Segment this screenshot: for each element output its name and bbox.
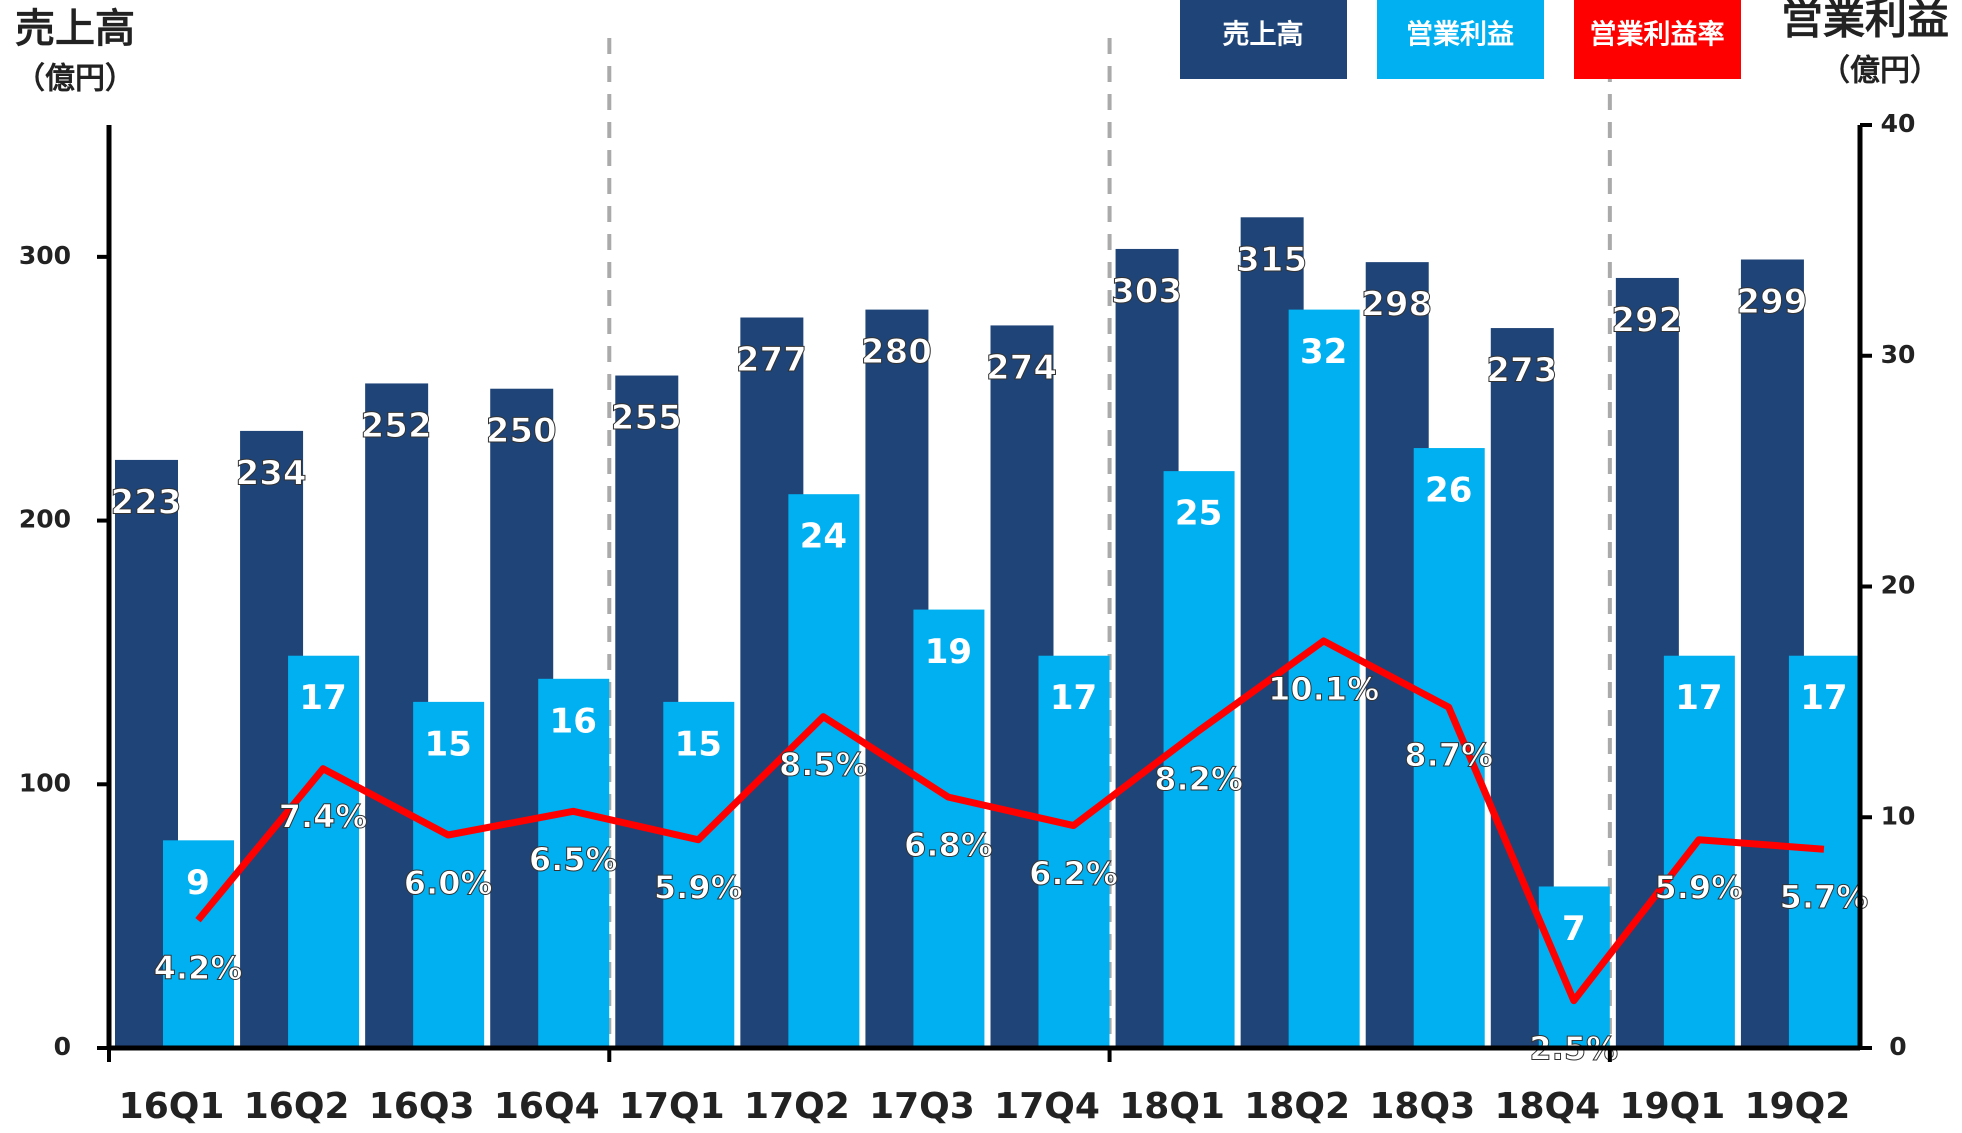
rate-label: 8.7% [1404,736,1493,774]
profit-label: 15 [675,724,722,764]
profit-label: 15 [424,724,471,764]
y-tick-label: 300 [19,241,71,270]
rate-label: 6.2% [1029,855,1118,893]
x-tick-label: 16Q2 [244,1086,350,1127]
legend-box [1180,0,1347,79]
y2-tick-label: 20 [1881,571,1916,600]
profit-label: 17 [1050,678,1097,718]
revenue-label: 303 [1111,271,1182,311]
rate-line [195,637,1825,1005]
revenue-label: 273 [1486,351,1557,391]
revenue-label: 255 [611,398,682,438]
legend-label: 営業利益率 [1590,19,1725,51]
profit-label: 19 [925,632,972,672]
y2-tick-label: 0 [1889,1032,1906,1061]
profit-bar [913,609,985,1048]
x-tick-label: 19Q1 [1620,1086,1726,1127]
profit-bar [1163,471,1235,1048]
revenue-label: 274 [986,348,1057,388]
profit-label: 16 [550,701,597,741]
revenue-label: 280 [861,332,932,372]
profit-label: 17 [1800,678,1847,718]
revenue-label: 234 [236,453,307,493]
rate-label: 6.0% [404,864,493,902]
profit-label: 17 [1675,678,1722,718]
x-tick-label: 18Q4 [1494,1086,1600,1127]
x-tick-label: 17Q4 [994,1086,1100,1127]
y2-title: 営業利益 [1781,0,1949,44]
profit-label: 26 [1425,471,1472,511]
profit-bar [288,655,360,1048]
legend-label: 売上高 [1223,19,1304,51]
rate-label: 8.2% [1154,760,1243,798]
y-title: 売上高 [15,6,135,52]
y-tick-label: 200 [19,505,71,534]
profit-label: 17 [299,678,346,718]
legend-box [1574,0,1741,79]
rate-label: 6.5% [529,840,618,878]
profit-label: 32 [1300,332,1347,372]
y2-tick-label: 30 [1881,340,1916,369]
profit-bar [163,840,234,1048]
profit-bar [1038,655,1110,1048]
rate-label: 5.9% [654,869,743,907]
y2-tick-label: 10 [1881,801,1916,830]
x-tick-label: 17Q3 [869,1086,975,1127]
rate-label: 7.4% [279,798,368,836]
profit-bar [788,494,860,1048]
rate-label: 5.9% [1654,869,1743,907]
revenue-label: 298 [1361,285,1432,325]
rate-label: 8.5% [779,746,868,784]
rate-label: 5.7% [1780,878,1869,916]
profit-bar [1663,655,1735,1048]
rate-label: 4.2% [154,949,243,987]
y-unit: （億円） [15,62,135,97]
x-tick-label: 18Q2 [1244,1086,1350,1127]
profit-bar [413,701,485,1048]
profit-label: 24 [800,517,847,557]
revenue-label: 292 [1611,300,1682,340]
y-tick-label: 0 [54,1032,71,1061]
revenue-label: 277 [736,340,807,380]
rate-label: 6.8% [904,826,993,864]
profit-bar [1413,448,1485,1048]
revenue-label: 299 [1736,282,1807,322]
profit-label: 7 [1562,909,1586,949]
revenue-label: 250 [486,411,557,451]
x-tick-label: 17Q1 [619,1086,725,1127]
x-tick-label: 19Q2 [1745,1086,1851,1127]
profit-bar [538,678,610,1048]
x-tick-label: 16Q3 [369,1086,475,1127]
x-tick-label: 16Q4 [494,1086,600,1127]
legend-label: 営業利益 [1406,19,1514,51]
profit-bar [1288,309,1360,1049]
x-tick-label: 18Q3 [1369,1086,1475,1127]
x-tick-label: 17Q2 [744,1086,850,1127]
profit-bar [663,701,735,1048]
revenue-label: 223 [111,482,182,522]
profit-label: 25 [1175,494,1222,534]
revenue-label: 315 [1236,240,1307,280]
profit-bar [1788,655,1860,1048]
rate-label: 10.1% [1268,670,1379,708]
y-tick-label: 100 [19,768,71,797]
x-tick-label: 16Q1 [119,1086,225,1127]
y2-unit: （億円） [1820,54,1940,89]
revenue-label: 252 [361,406,432,446]
legend-box [1377,0,1544,79]
y2-tick-label: 40 [1881,109,1916,138]
x-tick-label: 18Q1 [1119,1086,1225,1127]
profit-label: 9 [186,863,210,903]
